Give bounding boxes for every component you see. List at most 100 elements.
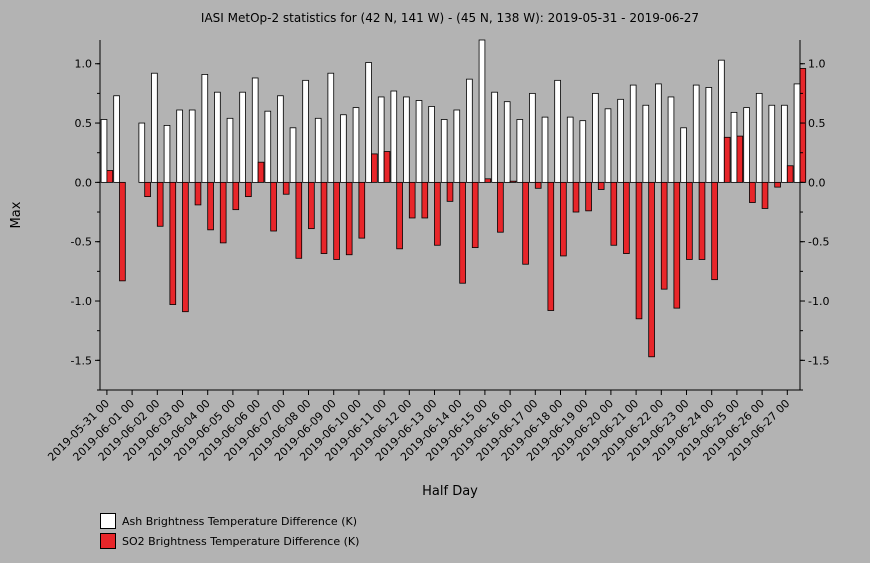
ash-bar-16 (302, 79, 309, 183)
ash-bar-38 (579, 120, 587, 183)
ash-bar-8 (201, 74, 209, 183)
so2-bar-17 (320, 181, 328, 254)
so2-bar-20 (358, 181, 366, 239)
so2-bar-30 (484, 178, 492, 183)
y-tick-label-right-5: 1.0 (808, 58, 826, 71)
ash-bar-14 (277, 95, 284, 183)
so2-bar-6 (182, 181, 189, 313)
ash-bar-19 (340, 114, 347, 183)
so2-bar-36 (560, 181, 567, 257)
so2-bar-14 (282, 181, 290, 195)
y-tick-label-left-4: 0.5 (75, 117, 93, 130)
ash-bar-55 (793, 83, 801, 183)
ash-bar-48 (705, 87, 713, 183)
so2-bar-40 (610, 181, 618, 246)
ash-bar-34 (529, 92, 536, 183)
ash-bar-6 (176, 109, 183, 183)
ash-bar-9 (214, 91, 221, 183)
so2-bar-31 (497, 181, 504, 233)
ash-bar-41 (617, 98, 624, 183)
so2-bar-32 (509, 180, 517, 183)
so2-bar-49 (723, 136, 731, 183)
so2-bar-9 (219, 181, 227, 244)
so2-bar-34 (534, 181, 542, 189)
legend-swatch-ash (100, 513, 116, 529)
ash-bar-36 (554, 79, 561, 183)
so2-bar-42 (635, 181, 643, 320)
ash-bar-47 (692, 84, 700, 183)
bars-layer (100, 39, 807, 358)
ash-bar-28 (453, 109, 461, 183)
so2-bar-23 (396, 181, 403, 250)
so2-bar-33 (522, 181, 529, 265)
so2-bar-46 (686, 181, 693, 260)
y-tick-label-left-2: -0.5 (71, 236, 92, 249)
so2-bar-35 (547, 181, 555, 311)
so2-bar-25 (421, 181, 429, 219)
ash-bar-3 (138, 122, 146, 183)
so2-bar-22 (383, 151, 391, 183)
so2-bar-29 (471, 181, 479, 249)
so2-bar-21 (371, 153, 378, 183)
ash-bar-17 (314, 117, 322, 183)
ash-bar-53 (768, 104, 776, 183)
so2-bar-28 (459, 181, 466, 284)
ash-bar-1 (113, 95, 120, 183)
legend-item-ash: Ash Brightness Temperature Difference (K… (100, 513, 357, 529)
ash-bar-37 (566, 116, 574, 183)
so2-bar-18 (333, 181, 340, 260)
so2-bar-5 (169, 181, 177, 305)
ash-bar-0 (100, 119, 108, 183)
y-axis-label: Max (9, 201, 24, 228)
so2-bar-50 (736, 135, 744, 183)
ash-bar-42 (629, 84, 637, 183)
so2-bar-41 (623, 181, 630, 254)
ash-bar-15 (289, 127, 297, 183)
ash-bar-49 (718, 59, 725, 183)
so2-bar-43 (648, 181, 655, 358)
ash-bar-52 (755, 92, 763, 183)
legend-label-so2: SO2 Brightness Temperature Difference (K… (122, 534, 360, 548)
so2-bar-47 (698, 181, 706, 260)
ash-bar-45 (667, 96, 675, 183)
ash-bar-29 (466, 78, 473, 183)
ash-bar-30 (478, 39, 486, 183)
ash-bar-33 (516, 119, 524, 183)
legend-swatch-so2 (100, 533, 116, 549)
x-axis-label: Half Day (422, 484, 478, 499)
so2-bar-48 (711, 181, 718, 281)
so2-bar-51 (749, 181, 756, 203)
so2-bar-4 (156, 181, 164, 227)
so2-bar-1 (119, 181, 126, 282)
so2-bar-26 (434, 181, 441, 246)
so2-bar-53 (774, 181, 781, 188)
ash-bar-4 (151, 72, 158, 183)
ash-bar-18 (327, 72, 335, 183)
ash-bar-31 (491, 91, 498, 183)
y-tick-label-right-3: 0.0 (808, 176, 826, 189)
y-tick-label-left-5: 1.0 (75, 58, 93, 71)
ash-bar-44 (655, 83, 662, 183)
y-tick-label-right-0: -1.5 (808, 354, 829, 367)
so2-bar-54 (786, 165, 794, 183)
so2-bar-45 (673, 181, 681, 309)
ash-bar-25 (415, 100, 423, 183)
so2-bar-39 (597, 181, 605, 190)
so2-bar-19 (345, 181, 353, 256)
ash-bar-54 (781, 104, 788, 183)
so2-bar-13 (270, 181, 277, 232)
ash-bar-51 (743, 107, 750, 183)
ash-bar-43 (642, 104, 650, 183)
so2-bar-38 (585, 181, 592, 212)
ash-bar-11 (239, 91, 246, 183)
so2-bar-8 (207, 181, 214, 231)
so2-bar-10 (232, 181, 240, 211)
ash-bar-39 (592, 92, 599, 183)
so2-bar-0 (106, 170, 114, 183)
ash-bar-35 (541, 116, 549, 183)
so2-bar-52 (761, 181, 769, 209)
ash-bar-27 (440, 119, 448, 183)
ash-bar-21 (365, 62, 372, 183)
ash-bar-10 (226, 117, 234, 183)
